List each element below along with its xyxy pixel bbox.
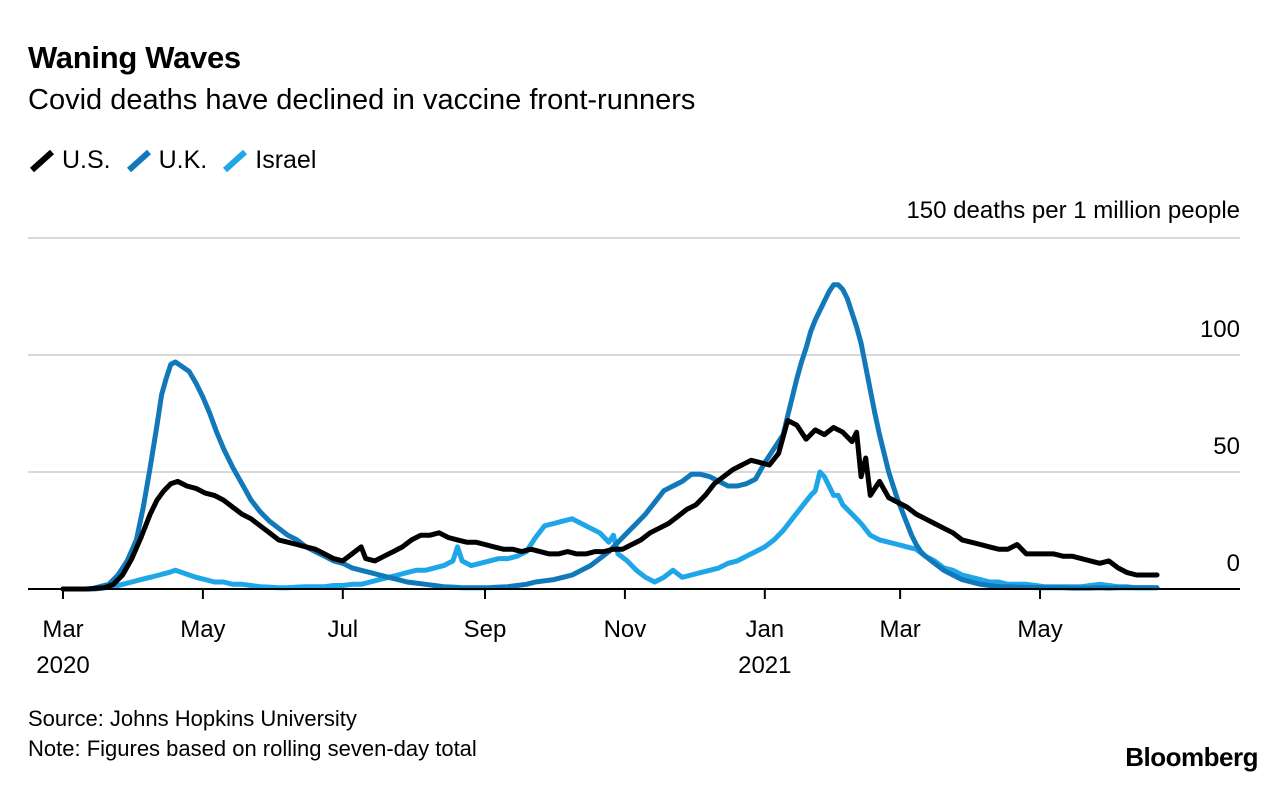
y-unit-label: 150 deaths per 1 million people xyxy=(906,197,1240,224)
x-tick-label-5: Jan xyxy=(745,616,784,643)
x-year-label-2020: 2020 xyxy=(36,652,89,679)
chart-subtitle: Covid deaths have declined in vaccine fr… xyxy=(28,84,696,116)
x-tick-label-1: May xyxy=(180,616,225,643)
bloomberg-logo: Bloomberg xyxy=(1125,742,1258,772)
legend-label-us: U.S. xyxy=(62,146,111,174)
y-tick-label-100: 100 xyxy=(1200,316,1240,343)
gridlines xyxy=(28,237,1240,473)
legend-label-israel: Israel xyxy=(255,146,317,174)
x-tick-label-6: Mar xyxy=(879,616,920,643)
source-note: Source: Johns Hopkins University xyxy=(28,706,357,731)
legend-item-israel: Israel xyxy=(221,146,316,175)
x-tick-label-0: Mar xyxy=(42,616,83,643)
x-axis: Mar 2020 May Jul Sep Nov Jan 2021 Mar May xyxy=(28,588,1240,679)
legend-item-us: U.S. xyxy=(28,146,111,175)
line-chart: 0 50 100 150 deaths per 1 million people M… xyxy=(28,197,1240,679)
chart-title: Waning Waves xyxy=(28,40,241,75)
y-tick-label-0: 0 xyxy=(1227,550,1240,577)
series-line-israel xyxy=(60,469,1160,592)
figures-note: Note: Figures based on rolling seven-day… xyxy=(28,736,477,761)
y-tick-label-50: 50 xyxy=(1213,433,1240,460)
series-line-uk xyxy=(60,282,1160,592)
legend-label-uk: U.K. xyxy=(158,146,208,174)
legend: U.S. U.K. Israel xyxy=(28,146,330,175)
x-year-label-2021: 2021 xyxy=(738,652,791,679)
x-tick-label-7: May xyxy=(1017,616,1062,643)
x-tick-label-3: Sep xyxy=(464,616,507,643)
legend-swatch-uk xyxy=(126,149,151,172)
series-line-us xyxy=(60,418,1160,592)
x-tick-label-4: Nov xyxy=(604,616,647,643)
y-tick-labels: 0 50 100 xyxy=(1200,316,1240,577)
legend-item-uk: U.K. xyxy=(125,146,208,175)
footer-notes: Source: Johns Hopkins University Note: F… xyxy=(28,704,477,764)
series-lines xyxy=(60,282,1160,592)
x-tick-label-2: Jul xyxy=(327,616,358,643)
legend-swatch-israel xyxy=(223,149,248,172)
legend-swatch-us xyxy=(29,149,55,172)
